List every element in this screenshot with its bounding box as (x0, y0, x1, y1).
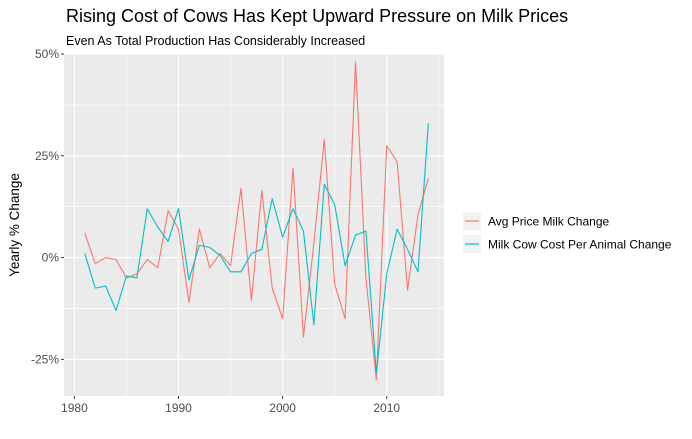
x-tick-label: 2000 (269, 401, 296, 415)
legend-label: Avg Price Milk Change (488, 215, 609, 229)
plot-panel (64, 54, 444, 396)
x-tick-label: 1990 (165, 401, 192, 415)
legend: Avg Price Milk Change Milk Cow Cost Per A… (463, 212, 672, 253)
series-line-2 (84, 123, 429, 375)
x-tick-label: 1980 (61, 401, 88, 415)
grid-major (64, 53, 444, 396)
series-layer (84, 61, 429, 381)
y-tick-label: -25% (31, 352, 59, 366)
y-axis-label: Yearly % Change (7, 173, 22, 277)
y-tick-label: 0% (42, 251, 60, 265)
chart-title: Rising Cost of Cows Has Kept Upward Pres… (66, 6, 569, 26)
grid-minor (64, 54, 444, 396)
legend-label: Milk Cow Cost Per Animal Change (488, 238, 672, 252)
x-tick-label: 2010 (373, 401, 400, 415)
series-line-1 (84, 61, 429, 381)
y-tick-label: 25% (35, 149, 59, 163)
axis-ticks: 1980 1990 2000 2010 -25% 0% 25% 50% (31, 47, 400, 415)
chart-subtitle: Even As Total Production Has Considerabl… (66, 34, 366, 48)
y-tick-label: 50% (35, 47, 59, 61)
